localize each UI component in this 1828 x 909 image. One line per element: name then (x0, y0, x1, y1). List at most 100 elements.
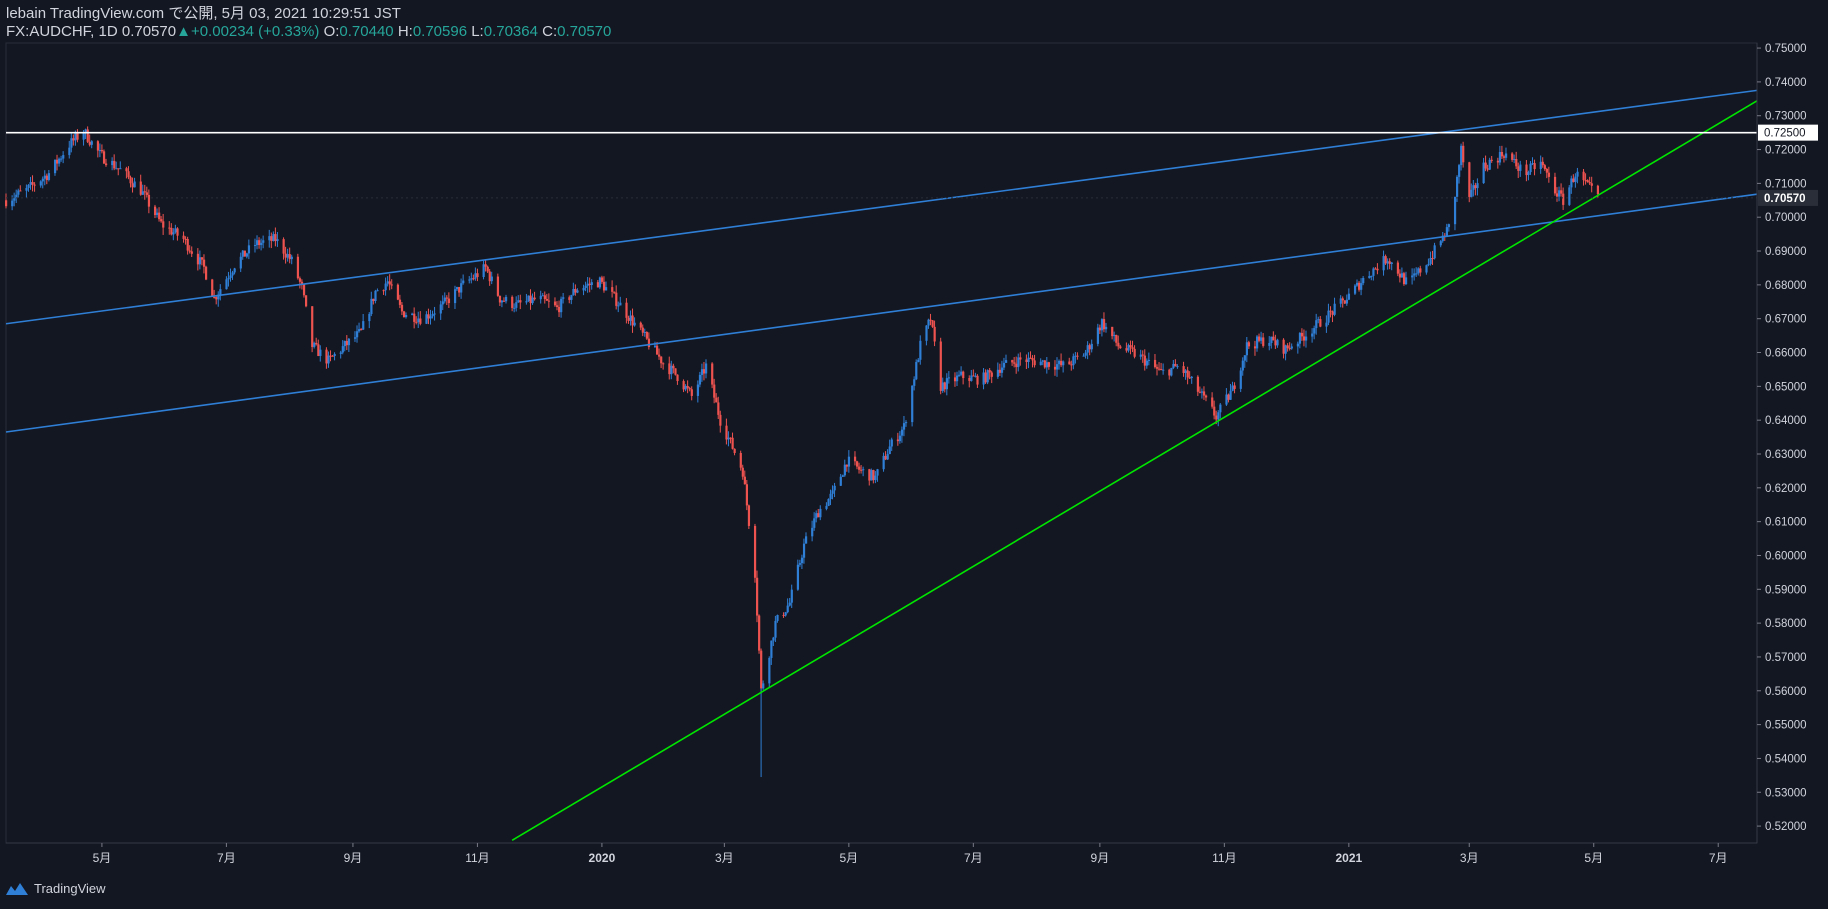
candle-body (139, 181, 142, 195)
candle-body (1286, 345, 1289, 349)
candle-body (915, 362, 918, 380)
candle-body (102, 151, 106, 164)
candle-body (741, 467, 744, 477)
candle-body (1584, 180, 1587, 182)
candle-body (439, 304, 442, 314)
candle-body (298, 278, 302, 282)
candle-body (1458, 165, 1461, 177)
candle-body (770, 640, 773, 658)
candle-body (900, 429, 904, 436)
candle-body (1098, 327, 1102, 331)
x-tick-label: 5月 (840, 851, 859, 865)
candle-body (333, 353, 336, 357)
low-label: L: (471, 23, 484, 40)
candle-body (674, 368, 677, 375)
candle-body (533, 297, 536, 300)
candle-body (1076, 355, 1079, 357)
candle-body (576, 290, 579, 293)
candle-body (70, 138, 73, 148)
candle-body (1017, 357, 1020, 368)
y-tick-label: 0.64000 (1765, 415, 1807, 427)
candle-body (945, 378, 949, 390)
ohlc-legend: FX:AUDCHF, 1D 0.70570▲+0.00234 (+0.33%) … (6, 23, 611, 41)
candle-body (598, 277, 602, 288)
candle-body (1190, 376, 1193, 378)
candle-body (1468, 162, 1471, 197)
candle-body (33, 184, 36, 186)
candle-body (753, 525, 757, 578)
candle-body (1272, 336, 1275, 341)
candle-body (1329, 310, 1332, 312)
candle-body (25, 187, 28, 191)
candle-body (1545, 168, 1548, 173)
y-tick-label: 0.69000 (1765, 246, 1807, 258)
candle-body (396, 284, 400, 300)
candle-body (270, 236, 273, 241)
candle-body (115, 168, 118, 170)
candle-body (772, 637, 775, 641)
candle-body (839, 476, 842, 486)
candle-body (756, 577, 759, 616)
candle-body (156, 212, 159, 216)
plot-frame (5, 42, 1758, 844)
candle-body (1556, 193, 1559, 197)
candle-body (960, 371, 963, 375)
candle-body (325, 349, 328, 364)
candle-body (588, 283, 591, 285)
candle-body (1117, 342, 1120, 347)
candle-body (468, 279, 471, 281)
candle-body (227, 277, 230, 280)
candle-body (1547, 172, 1551, 177)
candle-body (176, 228, 179, 236)
candle-body (172, 232, 175, 235)
candle-body (39, 181, 42, 186)
footer-brand[interactable]: TradingView (34, 881, 106, 896)
candle-body (731, 437, 734, 449)
candle-body (229, 275, 232, 278)
candle-body (313, 342, 316, 347)
candle-body (1558, 190, 1561, 197)
candle-body (427, 314, 430, 319)
candle-body (1282, 339, 1285, 354)
footer: TradingView (6, 881, 106, 896)
candle-body (372, 298, 375, 301)
candle-body (190, 251, 193, 254)
candle-body (1533, 163, 1536, 170)
candle-body (1302, 336, 1306, 341)
candle-body (1217, 412, 1220, 420)
candle-body (633, 322, 636, 326)
tradingview-logo-icon[interactable] (6, 882, 28, 896)
candle-body (1225, 394, 1228, 405)
candle-body (182, 235, 185, 239)
y-tick-label: 0.67000 (1765, 314, 1807, 326)
candle-body (696, 384, 700, 396)
candle-body (462, 280, 465, 284)
candle-body (1588, 182, 1591, 184)
candle-body (1111, 326, 1114, 337)
candle-body (784, 612, 787, 616)
y-tick-label: 0.63000 (1765, 449, 1807, 461)
candle-body (1256, 336, 1259, 349)
candle-body (304, 295, 308, 307)
candle-body (484, 264, 487, 267)
candle-body (1339, 298, 1342, 304)
candle-body (996, 369, 1000, 377)
candle-body (1013, 362, 1016, 364)
candle-body (631, 315, 634, 326)
candle-body (1445, 227, 1448, 237)
candle-body (256, 240, 259, 246)
candle-body (1402, 273, 1406, 285)
candle-body (1576, 171, 1579, 177)
candle-body (662, 363, 665, 365)
candle-body (584, 285, 587, 288)
candle-body (1500, 151, 1504, 157)
candle-body (525, 301, 528, 303)
x-tick-label: 7月 (217, 851, 236, 865)
candle-body (247, 245, 251, 254)
candle-body (504, 296, 508, 302)
candle-body (502, 300, 506, 302)
candle-body (1341, 298, 1344, 301)
candle-body (1084, 352, 1087, 356)
candle-body (160, 219, 163, 222)
